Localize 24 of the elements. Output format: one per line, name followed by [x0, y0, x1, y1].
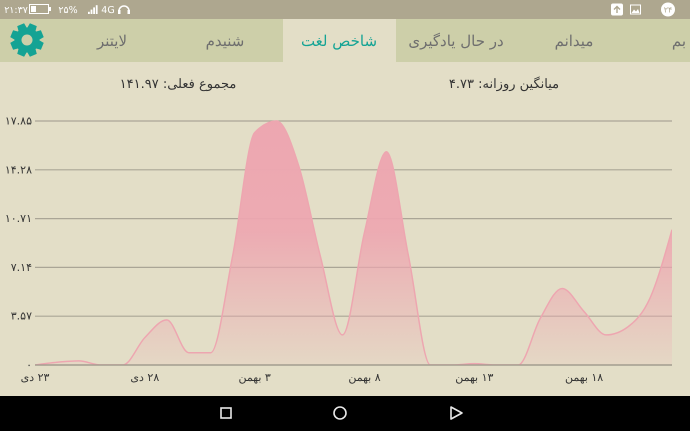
text: در حال یادگیری [408, 32, 504, 50]
text: ۲۱:۳۷ [4, 5, 28, 16]
text: شاخص لغت [300, 32, 378, 50]
y-tick-label: ۱۰.۷۱ [4, 212, 32, 226]
text: ۲۴ [664, 6, 672, 14]
y-tick-label: ۷.۱۴ [10, 260, 32, 274]
x-tick-label: ۲۳ دی [20, 370, 50, 384]
text: مجموع فعلی: ۱۴۱.۹۷ [120, 77, 236, 92]
text: 4G [101, 5, 115, 16]
x-tick-label: ۳ بهمن [238, 370, 271, 384]
x-tick-label: ۸ بهمن [348, 370, 381, 384]
text: بم [672, 32, 686, 50]
y-tick-label: ۱۷.۸۵ [4, 114, 32, 128]
x-tick-label: ۱۳ بهمن [455, 370, 494, 384]
text: میانگین روزانه: ۴.۷۳ [448, 76, 560, 92]
text: لایتنر [96, 32, 128, 50]
text: میدانم [554, 32, 594, 50]
y-tick-label: ۳.۵۷ [10, 310, 32, 323]
x-tick-label: ۱۸ بهمن [565, 370, 604, 384]
x-tick-label: ۲۸ دی [130, 370, 160, 384]
text: شنیدم [206, 32, 244, 50]
y-tick-label: ۰ [26, 358, 32, 372]
y-tick-label: ۱۴.۲۸ [4, 163, 32, 176]
text: ۲۵% [58, 5, 78, 16]
